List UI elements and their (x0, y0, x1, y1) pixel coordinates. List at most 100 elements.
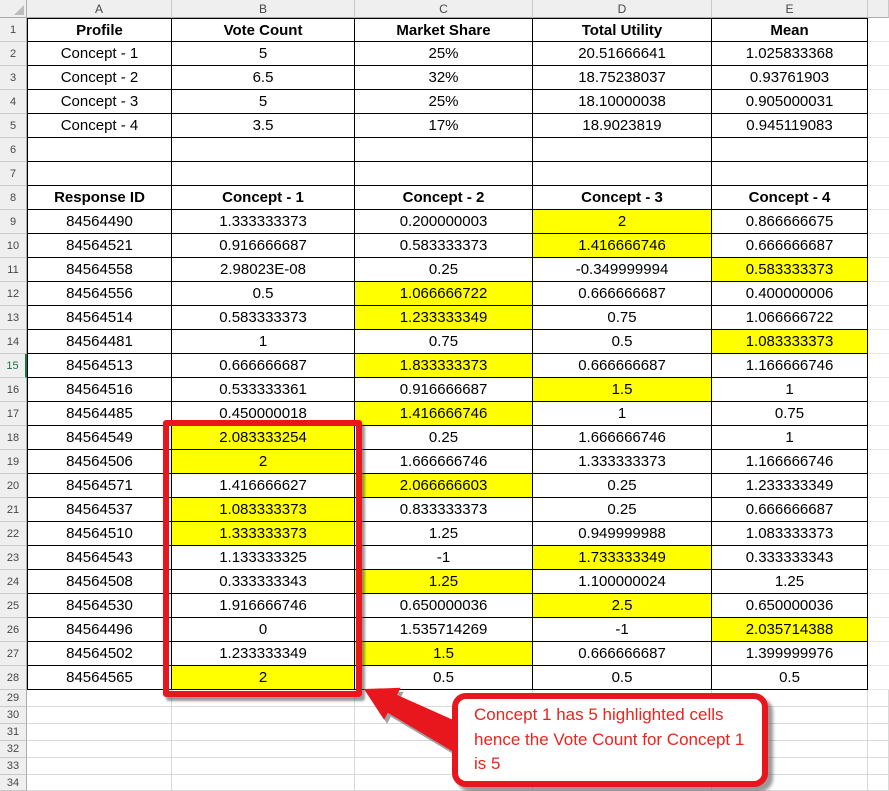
select-all-corner[interactable] (0, 0, 27, 18)
cell-b7[interactable] (172, 162, 355, 186)
cell-a18[interactable]: 84564549 (27, 426, 172, 450)
cell-c1[interactable]: Market Share (355, 18, 533, 42)
cell-d9[interactable]: 2 (533, 210, 712, 234)
cell-c21[interactable]: 0.833333373 (355, 498, 533, 522)
cell-c20[interactable]: 2.066666603 (355, 474, 533, 498)
cell-b20[interactable]: 1.416666627 (172, 474, 355, 498)
row-header-34[interactable]: 34 (0, 775, 27, 791)
cell-d15[interactable]: 0.666666687 (533, 354, 712, 378)
cell-e10[interactable]: 0.666666687 (712, 234, 868, 258)
cell-b14[interactable]: 1 (172, 330, 355, 354)
cell-f28[interactable] (868, 666, 889, 690)
cell-a4[interactable]: Concept - 3 (27, 90, 172, 114)
cell-d5[interactable]: 18.9023819 (533, 114, 712, 138)
cell-e24[interactable]: 1.25 (712, 570, 868, 594)
cell-e31[interactable] (712, 724, 868, 741)
row-header-17[interactable]: 17 (0, 402, 27, 426)
cell-c18[interactable]: 0.25 (355, 426, 533, 450)
cell-f29[interactable] (868, 690, 889, 707)
cell-c8[interactable]: Concept - 2 (355, 186, 533, 210)
row-header-28[interactable]: 28 (0, 666, 27, 690)
row-header-6[interactable]: 6 (0, 138, 27, 162)
cell-c4[interactable]: 25% (355, 90, 533, 114)
cell-c27[interactable]: 1.5 (355, 642, 533, 666)
row-header-4[interactable]: 4 (0, 90, 27, 114)
cell-e21[interactable]: 0.666666687 (712, 498, 868, 522)
cell-c22[interactable]: 1.25 (355, 522, 533, 546)
cell-e8[interactable]: Concept - 4 (712, 186, 868, 210)
cell-b21[interactable]: 1.083333373 (172, 498, 355, 522)
cell-d4[interactable]: 18.10000038 (533, 90, 712, 114)
cell-f4[interactable] (868, 90, 889, 114)
cell-c9[interactable]: 0.200000003 (355, 210, 533, 234)
cell-f20[interactable] (868, 474, 889, 498)
cell-d7[interactable] (533, 162, 712, 186)
cell-b26[interactable]: 0 (172, 618, 355, 642)
row-header-12[interactable]: 12 (0, 282, 27, 306)
cell-f23[interactable] (868, 546, 889, 570)
row-header-10[interactable]: 10 (0, 234, 27, 258)
cell-e2[interactable]: 1.025833368 (712, 42, 868, 66)
selection-rectangle-b18-b28[interactable] (163, 420, 362, 697)
cell-a19[interactable]: 84564506 (27, 450, 172, 474)
cell-a7[interactable] (27, 162, 172, 186)
cell-f18[interactable] (868, 426, 889, 450)
cell-c6[interactable] (355, 138, 533, 162)
cell-d11[interactable]: -0.349999994 (533, 258, 712, 282)
row-header-3[interactable]: 3 (0, 66, 27, 90)
column-header-d[interactable]: D (533, 0, 712, 18)
cell-a15[interactable]: 84564513 (27, 354, 172, 378)
cell-b3[interactable]: 6.5 (172, 66, 355, 90)
cell-d27[interactable]: 0.666666687 (533, 642, 712, 666)
cell-c25[interactable]: 0.650000036 (355, 594, 533, 618)
cell-b8[interactable]: Concept - 1 (172, 186, 355, 210)
cell-e3[interactable]: 0.93761903 (712, 66, 868, 90)
cell-b9[interactable]: 1.333333373 (172, 210, 355, 234)
cell-c12[interactable]: 1.066666722 (355, 282, 533, 306)
cell-f10[interactable] (868, 234, 889, 258)
cell-f11[interactable] (868, 258, 889, 282)
cell-f16[interactable] (868, 378, 889, 402)
cell-c2[interactable]: 25% (355, 42, 533, 66)
cell-f8[interactable] (868, 186, 889, 210)
column-header-f-partial[interactable] (868, 0, 889, 18)
cell-f19[interactable] (868, 450, 889, 474)
cell-b1[interactable]: Vote Count (172, 18, 355, 42)
cell-d13[interactable]: 0.75 (533, 306, 712, 330)
row-header-15[interactable]: 15 (0, 354, 27, 378)
cell-c28[interactable]: 0.5 (355, 666, 533, 690)
cell-b29[interactable] (172, 690, 355, 707)
cell-f34[interactable] (868, 775, 889, 791)
cell-a21[interactable]: 84564537 (27, 498, 172, 522)
cell-c16[interactable]: 0.916666687 (355, 378, 533, 402)
cell-e17[interactable]: 0.75 (712, 402, 868, 426)
cell-c19[interactable]: 1.666666746 (355, 450, 533, 474)
cell-a10[interactable]: 84564521 (27, 234, 172, 258)
cell-f31[interactable] (868, 724, 889, 741)
cell-e6[interactable] (712, 138, 868, 162)
cell-e33[interactable] (712, 758, 868, 775)
cell-f32[interactable] (868, 741, 889, 758)
cell-a27[interactable]: 84564502 (27, 642, 172, 666)
cell-f30[interactable] (868, 707, 889, 724)
cell-a33[interactable] (27, 758, 172, 775)
cell-e32[interactable] (712, 741, 868, 758)
row-header-13[interactable]: 13 (0, 306, 27, 330)
cell-b10[interactable]: 0.916666687 (172, 234, 355, 258)
cell-a9[interactable]: 84564490 (27, 210, 172, 234)
cell-c10[interactable]: 0.583333373 (355, 234, 533, 258)
cell-d18[interactable]: 1.666666746 (533, 426, 712, 450)
cell-d12[interactable]: 0.666666687 (533, 282, 712, 306)
cell-b19[interactable]: 2 (172, 450, 355, 474)
cell-f2[interactable] (868, 42, 889, 66)
cell-f13[interactable] (868, 306, 889, 330)
cell-a28[interactable]: 84564565 (27, 666, 172, 690)
row-header-31[interactable]: 31 (0, 724, 27, 741)
cell-e1[interactable]: Mean (712, 18, 868, 42)
cell-c11[interactable]: 0.25 (355, 258, 533, 282)
cell-b12[interactable]: 0.5 (172, 282, 355, 306)
cell-a20[interactable]: 84564571 (27, 474, 172, 498)
cell-b33[interactable] (172, 758, 355, 775)
cell-b5[interactable]: 3.5 (172, 114, 355, 138)
cell-c26[interactable]: 1.535714269 (355, 618, 533, 642)
